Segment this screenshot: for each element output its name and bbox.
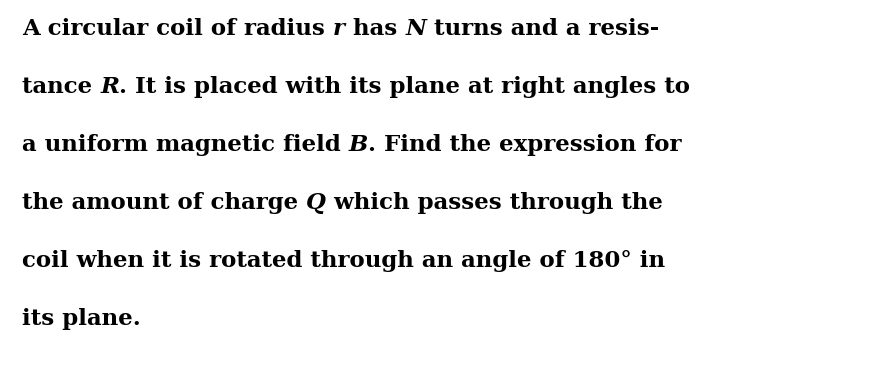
Text: a uniform magnetic field: a uniform magnetic field (22, 134, 349, 156)
Text: R: R (100, 76, 119, 98)
Text: turns and a resis-: turns and a resis- (426, 18, 659, 40)
Text: Q: Q (306, 192, 325, 214)
Text: the amount of charge: the amount of charge (22, 192, 306, 214)
Text: . It is placed with its plane at right angles to: . It is placed with its plane at right a… (119, 76, 689, 98)
Text: its plane.: its plane. (22, 308, 140, 330)
Text: coil when it is rotated through an angle of 180° in: coil when it is rotated through an angle… (22, 250, 664, 272)
Text: B: B (349, 134, 367, 156)
Text: which passes through the: which passes through the (325, 192, 662, 214)
Text: has: has (344, 18, 405, 40)
Text: tance: tance (22, 76, 100, 98)
Text: . Find the expression for: . Find the expression for (367, 134, 681, 156)
Text: r: r (333, 18, 344, 40)
Text: N: N (405, 18, 426, 40)
Text: A circular coil of radius: A circular coil of radius (22, 18, 333, 40)
